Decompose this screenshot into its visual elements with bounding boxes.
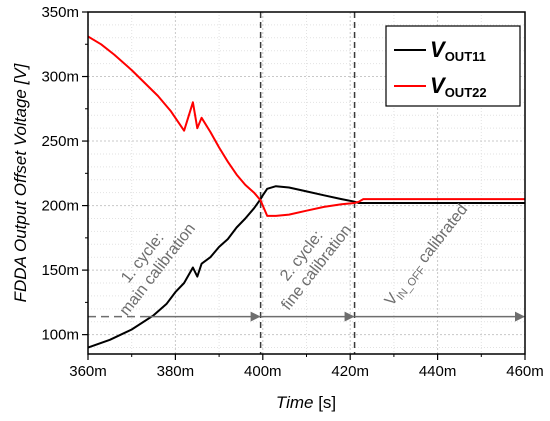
x-axis-title-unit: [s] <box>313 393 336 412</box>
grid-lines <box>88 12 525 354</box>
y-tick-label-3: 250m <box>41 133 79 150</box>
x-tick-label-3: 420m <box>331 363 369 380</box>
legend-box <box>385 25 521 107</box>
x-axis-title: Time [s] <box>276 393 336 412</box>
y-tick-label-1: 150m <box>41 262 79 279</box>
y-axis-ticks: 100m 150m 200m 250m 300m 350m <box>41 4 88 344</box>
x-tick-label-5: 460m <box>506 363 544 380</box>
y-tick-label-2: 200m <box>41 198 79 215</box>
x-axis-ticks: 360m 380m 400m 420m 440m 460m <box>69 354 544 380</box>
x-tick-label-0: 360m <box>69 363 107 380</box>
y-tick-label-5: 350m <box>41 4 79 21</box>
x-tick-label-1: 380m <box>157 363 195 380</box>
legend-label-0: VOUT11 <box>430 37 486 64</box>
y-tick-label-0: 100m <box>41 327 79 344</box>
legend-label-1: VOUT22 <box>430 73 487 100</box>
x-tick-label-4: 440m <box>419 363 457 380</box>
series-line-1 <box>88 35 525 217</box>
legend: VOUT11 VOUT22 <box>385 25 521 107</box>
y-tick-label-4: 300m <box>41 69 79 86</box>
phase-boundary-lines <box>259 12 356 354</box>
y-axis-title: FDDA Output Offset Voltage [V] <box>11 62 30 302</box>
x-axis-title-italic: Time <box>276 393 314 412</box>
x-tick-label-2: 400m <box>244 363 282 380</box>
data-series <box>88 35 525 349</box>
